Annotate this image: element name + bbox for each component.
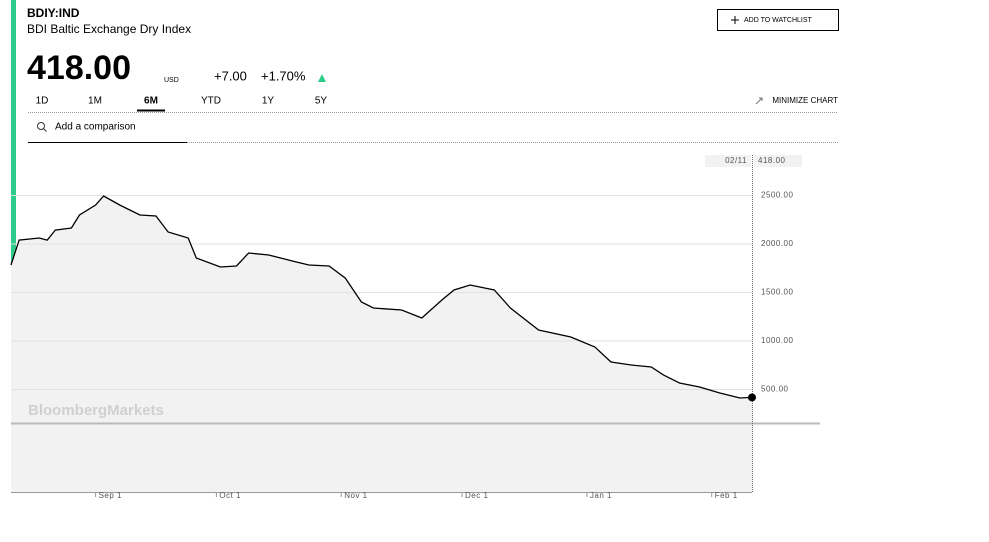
change-pct: +1.70% — [261, 68, 306, 83]
index-name: BDI Baltic Exchange Dry Index — [27, 22, 191, 36]
watermark: BloombergMarkets — [28, 402, 164, 419]
search-icon — [37, 122, 45, 130]
last-date: 02/11 — [725, 156, 747, 165]
button-border — [717, 9, 839, 31]
x-tick-label: Jan 1 — [590, 491, 612, 500]
watchlist-button[interactable]: ADD TO WATCHLIST — [717, 9, 839, 31]
accent-bar — [11, 0, 16, 268]
comparison-search[interactable]: Add a comparison — [28, 122, 187, 143]
minimize-icon — [755, 97, 763, 105]
tab[interactable]: 1Y — [262, 96, 275, 107]
up-arrow — [318, 74, 326, 82]
last-value-box — [754, 155, 802, 167]
last-value: 418.00 — [758, 156, 786, 165]
y-tick-label: 1000.00 — [761, 336, 793, 345]
tab[interactable]: YTD — [201, 96, 221, 107]
search-placeholder: Add a comparison — [55, 122, 136, 133]
x-tick-label: Dec 1 — [465, 491, 488, 500]
chart: 500.00 1000.00 1500.00 2000.00 2500.00 Bloomb… — [10, 155, 820, 500]
y-tick-label: 2000.00 — [761, 239, 793, 248]
price-line — [10, 195, 753, 399]
x-tick-label: Feb 1 — [715, 491, 738, 500]
y-tick-label: 1500.00 — [761, 288, 793, 297]
last-point — [748, 393, 756, 402]
tab[interactable]: 1M — [88, 96, 102, 107]
price: 418.00 — [27, 49, 131, 87]
change: +7.00 — [214, 68, 247, 83]
tab[interactable]: 5Y — [315, 96, 328, 107]
last-date-box — [705, 155, 751, 167]
button-label: ADD TO WATCHLIST — [744, 17, 813, 24]
ticker: BDIY:IND — [27, 6, 80, 20]
tabs: 1D 1M 6M YTD 1Y 5Y — [36, 96, 328, 112]
x-tick-label: Oct 1 — [219, 491, 241, 500]
tab[interactable]: 1D — [36, 96, 49, 107]
minimize-label: MINIMIZE CHART — [772, 96, 838, 105]
currency: USD — [164, 77, 179, 84]
area — [11, 196, 752, 492]
plus-icon — [731, 16, 739, 24]
search-icon-handle — [43, 128, 47, 132]
x-tick-label: Sep 1 — [99, 491, 122, 500]
tab[interactable]: 6M — [144, 96, 158, 107]
y-tick-label: 500.00 — [761, 385, 789, 394]
minimize-button[interactable]: MINIMIZE CHART — [755, 96, 838, 105]
x-tick-label: Nov 1 — [344, 491, 367, 500]
y-tick-label: 2500.00 — [761, 191, 793, 200]
